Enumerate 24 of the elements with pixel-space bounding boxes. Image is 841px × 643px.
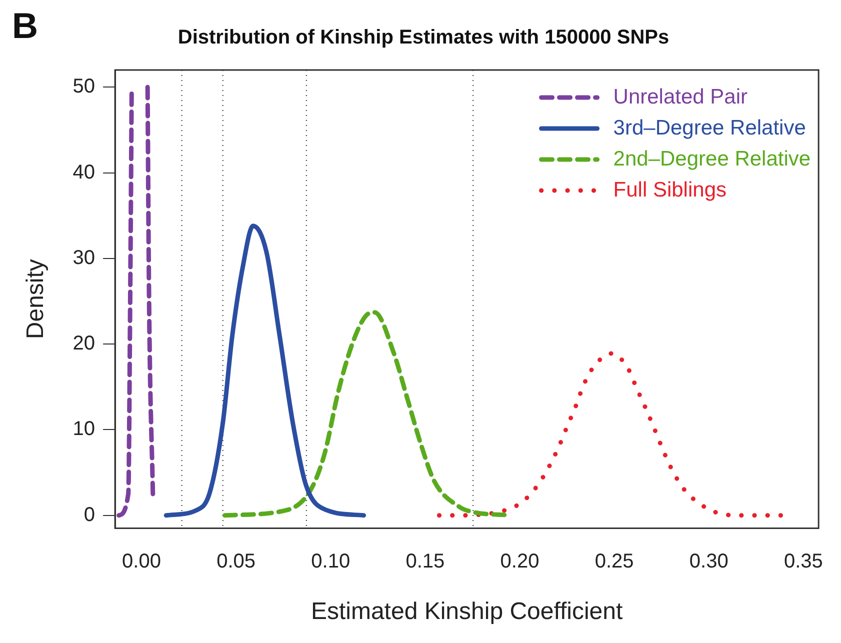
x-tick-label: 0.10 [311, 550, 350, 573]
y-axis-title: Density [22, 259, 50, 340]
y-tick-label: 30 [72, 246, 96, 269]
x-tick-label: 0.25 [594, 550, 634, 573]
legend-label: Unrelated Pair [613, 85, 748, 108]
legend-label: 3rd–Degree Relative [613, 116, 806, 140]
y-tick-label: 40 [72, 161, 96, 184]
x-tick-label: 0.20 [500, 550, 540, 573]
line-series [436, 351, 786, 518]
y-tick-label: 10 [72, 418, 96, 440]
line-series [164, 224, 366, 518]
x-tick-label: 0.00 [122, 550, 161, 573]
text: B [12, 4, 38, 46]
x-tick-label: 0.15 [406, 550, 445, 573]
y-tick-label: 0 [84, 504, 96, 526]
chart-title: Distribution of Kinship Estimates with 150000 SNPs [178, 26, 670, 49]
y-tick-label: 50 [72, 76, 96, 98]
x-axis-title: Estimated Kinship Coefficient [310, 598, 624, 626]
x-tick-label: 0.35 [784, 550, 823, 573]
legend-label: 2nd–Degree Relative [613, 147, 811, 170]
y-tick-label: 20 [72, 332, 96, 355]
x-tick-label: 0.30 [689, 550, 728, 573]
x-tick-label: 0.05 [216, 550, 256, 573]
legend-label: Full Siblings [613, 178, 727, 202]
